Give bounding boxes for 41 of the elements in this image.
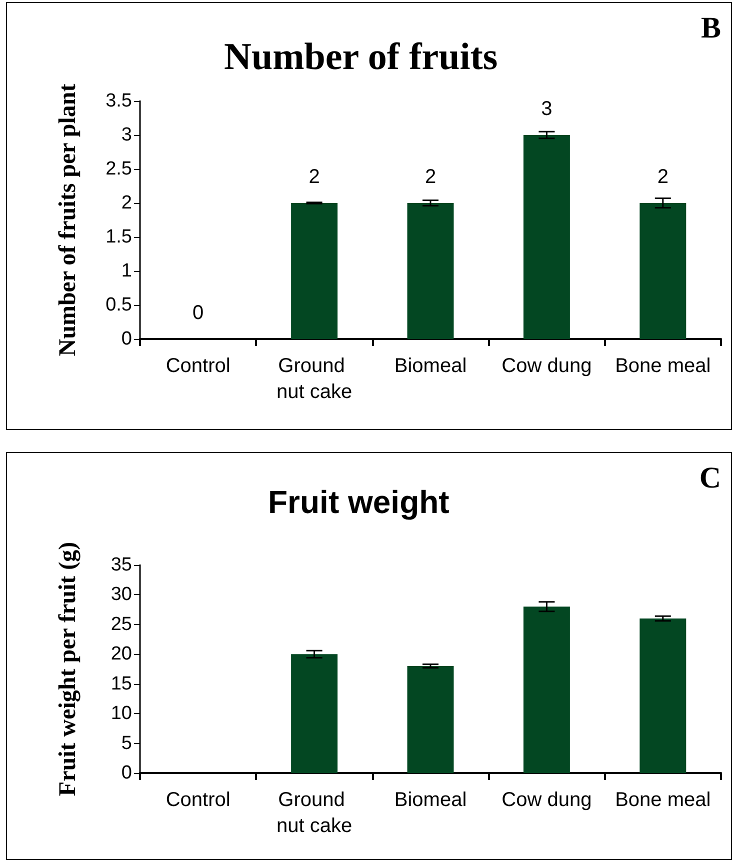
y-axis-title: Number of fruits per plant xyxy=(55,84,81,356)
y-tick-label: 3.5 xyxy=(106,90,132,112)
x-tick-label: Control xyxy=(166,355,230,377)
x-tick-label: Cow dung xyxy=(502,789,592,811)
y-tick-label: 3 xyxy=(121,124,132,146)
y-tick-label: 0 xyxy=(121,328,132,350)
y-tick-label: 0.5 xyxy=(106,294,132,316)
chart-title: Number of fruits xyxy=(224,36,498,78)
data-label: 2 xyxy=(657,166,668,188)
y-tick-label: 10 xyxy=(110,703,132,724)
x-tick-label: Control xyxy=(166,789,230,811)
y-tick-label: 35 xyxy=(110,554,132,576)
y-tick-label: 2.5 xyxy=(106,158,132,180)
y-tick-label: 1.5 xyxy=(106,226,132,248)
y-tick-label: 30 xyxy=(110,584,132,606)
y-tick-label: 5 xyxy=(121,732,132,754)
data-label: 0 xyxy=(192,302,204,324)
y-tick-label: 15 xyxy=(110,673,132,694)
bar xyxy=(640,618,686,773)
y-tick-label: 0 xyxy=(121,762,132,784)
y-tick-label: 1 xyxy=(121,260,132,282)
bar xyxy=(523,606,570,773)
data-label: 2 xyxy=(424,166,436,188)
data-label: 3 xyxy=(541,98,552,120)
x-tick-label: Ground nut cake xyxy=(276,789,352,837)
x-tick-label: Biomeal xyxy=(394,789,467,811)
x-tick-label: Cow dung xyxy=(502,355,592,377)
y-tick-label: 20 xyxy=(110,644,132,665)
y-tick-label: 2 xyxy=(121,192,132,214)
bar xyxy=(291,654,338,773)
data-label: 2 xyxy=(308,166,320,188)
x-tick-label: Bone meal xyxy=(615,355,711,377)
x-tick-label: Biomeal xyxy=(394,355,467,377)
text: B xyxy=(700,12,722,44)
text: C xyxy=(699,462,722,494)
chart-title: Fruit weight xyxy=(268,484,450,520)
bar xyxy=(407,666,454,773)
y-axis-title: Fruit weight per fruit (g) xyxy=(55,542,81,796)
x-tick-label: Ground nut cake xyxy=(276,355,352,403)
y-tick-label: 25 xyxy=(110,614,132,635)
x-tick-label: Bone meal xyxy=(615,789,711,811)
